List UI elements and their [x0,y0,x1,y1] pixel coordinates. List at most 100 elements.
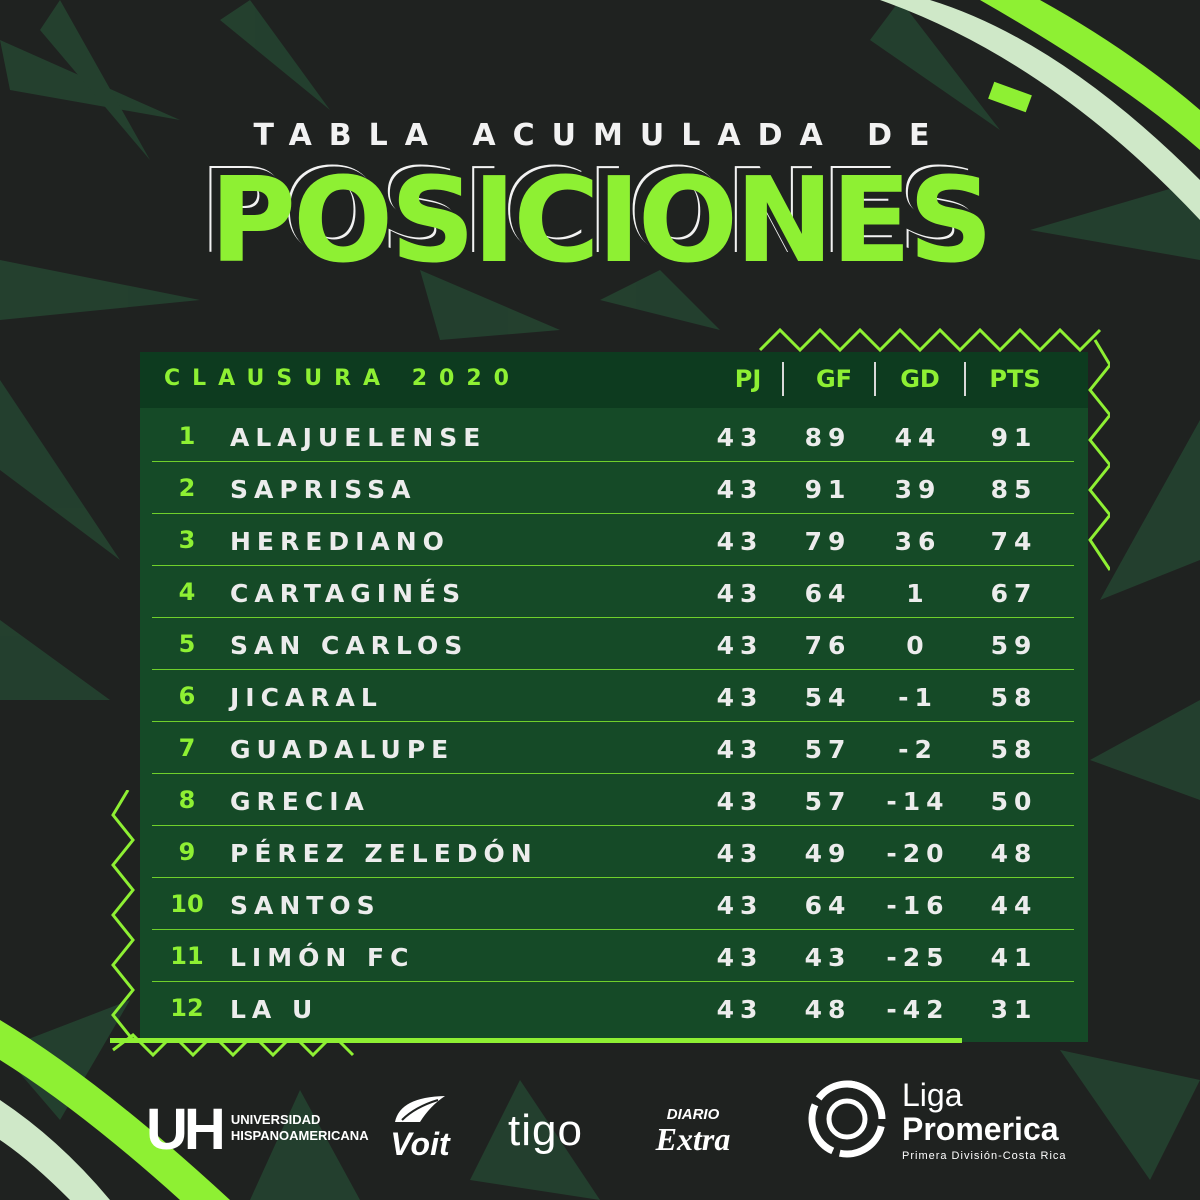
standings-table: CLAUSURA 2020 PJ GF GD PTS 1 ALAJUELENSE 4… [140,352,1088,1042]
pj-cell: 43 [716,891,764,920]
position-cell: 8 [178,786,196,814]
pts-cell: 85 [990,475,1038,504]
table-row: 10 SANTOS 43 64 -16 44 [140,878,1088,930]
pts-cell: 50 [990,787,1038,816]
tigo-wordmark: tigo [508,1106,583,1155]
team-name-cell: GUADALUPE [230,735,455,764]
voit-leaf-icon [395,1096,445,1122]
table-row: 2 SAPRISSA 43 91 39 85 [140,462,1088,514]
col-header-gf: GF [815,365,853,393]
table-row: 6 JICARAL 43 54 -1 58 [140,670,1088,722]
uh-line2: HISPANOAMERICANA [230,1128,369,1143]
table-row: 7 GUADALUPE 43 57 -2 58 [140,722,1088,774]
pts-cell: 59 [990,631,1038,660]
uh-mark: UH [146,1097,226,1162]
team-name-cell: PÉREZ ZELEDÓN [230,839,538,868]
gf-cell: 64 [804,579,852,608]
pts-cell: 44 [990,891,1038,920]
gd-cell: 1 [906,579,930,608]
team-name-cell: CARTAGINÉS [230,579,467,608]
position-cell: 9 [178,838,196,866]
position-cell: 5 [178,630,196,658]
gd-cell: -14 [886,787,950,816]
gf-cell: 64 [804,891,852,920]
table-underline [110,1038,962,1043]
pj-cell: 43 [716,995,764,1024]
position-cell: 11 [170,942,204,970]
title-top: TABLA ACUMULADA DE [253,118,947,153]
gf-cell: 54 [804,683,852,712]
team-name-cell: ALAJUELENSE [230,423,487,452]
team-name-cell: SANTOS [230,891,381,920]
team-name-cell: LIMÓN FC [230,943,415,972]
liga-line1: Liga [902,1077,963,1113]
gd-cell: 0 [906,631,930,660]
table-row: 5 SAN CARLOS 43 76 0 59 [140,618,1088,670]
gf-cell: 57 [804,735,852,764]
position-cell: 7 [178,734,196,762]
gf-cell: 49 [804,839,852,868]
pts-cell: 41 [990,943,1038,972]
pj-cell: 43 [716,475,764,504]
col-header-pj: PJ [734,365,762,393]
pts-cell: 91 [990,423,1038,452]
position-cell: 1 [178,422,196,450]
season-label: CLAUSURA 2020 [164,366,521,391]
team-name-cell: SAPRISSA [230,475,417,504]
uh-logo: UH UNIVERSIDAD HISPANOAMERICANA [146,1100,369,1160]
col-header-pts: PTS [989,365,1041,393]
pj-cell: 43 [716,527,764,556]
position-cell: 3 [178,526,196,554]
gd-cell: -2 [898,735,938,764]
liga-swirl-icon [808,1080,886,1158]
pts-cell: 48 [990,839,1038,868]
pj-cell: 43 [716,787,764,816]
gf-cell: 79 [804,527,852,556]
gd-cell: 39 [894,475,942,504]
table-header: CLAUSURA 2020 PJ GF GD PTS [140,352,1088,408]
gd-cell: -1 [898,683,938,712]
table-row: 1 ALAJUELENSE 43 89 44 91 [140,410,1088,462]
uh-line1: UNIVERSIDAD [230,1112,321,1127]
corner-stripes-top-right [880,0,1200,220]
gf-cell: 48 [804,995,852,1024]
header-divider [874,362,876,396]
team-name-cell: SAN CARLOS [230,631,469,660]
position-cell: 10 [170,890,204,918]
table-body: 1 ALAJUELENSE 43 89 44 91 2 SAPRISSA 43 91 39 85 3 HE… [140,410,1088,1034]
page-title: POSICIONES [209,151,994,289]
pj-cell: 43 [716,735,764,764]
gf-cell: 43 [804,943,852,972]
voit-wordmark: Voit [390,1126,450,1162]
liga-line2: Promerica [902,1111,1059,1147]
position-cell: 6 [178,682,196,710]
table-row: 4 CARTAGINÉS 43 64 1 67 [140,566,1088,618]
diario-line2: Extra [655,1121,731,1157]
net-decoration-right [758,327,1110,571]
pj-cell: 43 [716,631,764,660]
table-row: 9 PÉREZ ZELEDÓN 43 49 -20 48 [140,826,1088,878]
col-header-gd: GD [900,365,940,393]
pj-cell: 43 [716,839,764,868]
pts-cell: 74 [990,527,1038,556]
table-row: 3 HEREDIANO 43 79 36 74 [140,514,1088,566]
pts-cell: 67 [990,579,1038,608]
pj-cell: 43 [716,943,764,972]
liga-tagline: Primera División-Costa Rica [902,1150,1067,1162]
gf-cell: 57 [804,787,852,816]
header-divider [782,362,784,396]
sponsor-bar: UH UNIVERSIDAD HISPANOAMERICANA Voit tig… [0,1070,1200,1180]
corner-stripes-bottom-left [0,1020,230,1200]
team-name-cell: HEREDIANO [230,527,450,556]
team-name-cell: GRECIA [230,787,370,816]
gd-cell: -16 [886,891,950,920]
table-row: 11 LIMÓN FC 43 43 -25 41 [140,930,1088,982]
table-row: 8 GRECIA 43 57 -14 50 [140,774,1088,826]
gd-cell: -25 [886,943,950,972]
gf-cell: 91 [804,475,852,504]
gd-cell: -20 [886,839,950,868]
gf-cell: 76 [804,631,852,660]
net-decoration-left [111,790,355,1058]
pts-cell: 58 [990,735,1038,764]
